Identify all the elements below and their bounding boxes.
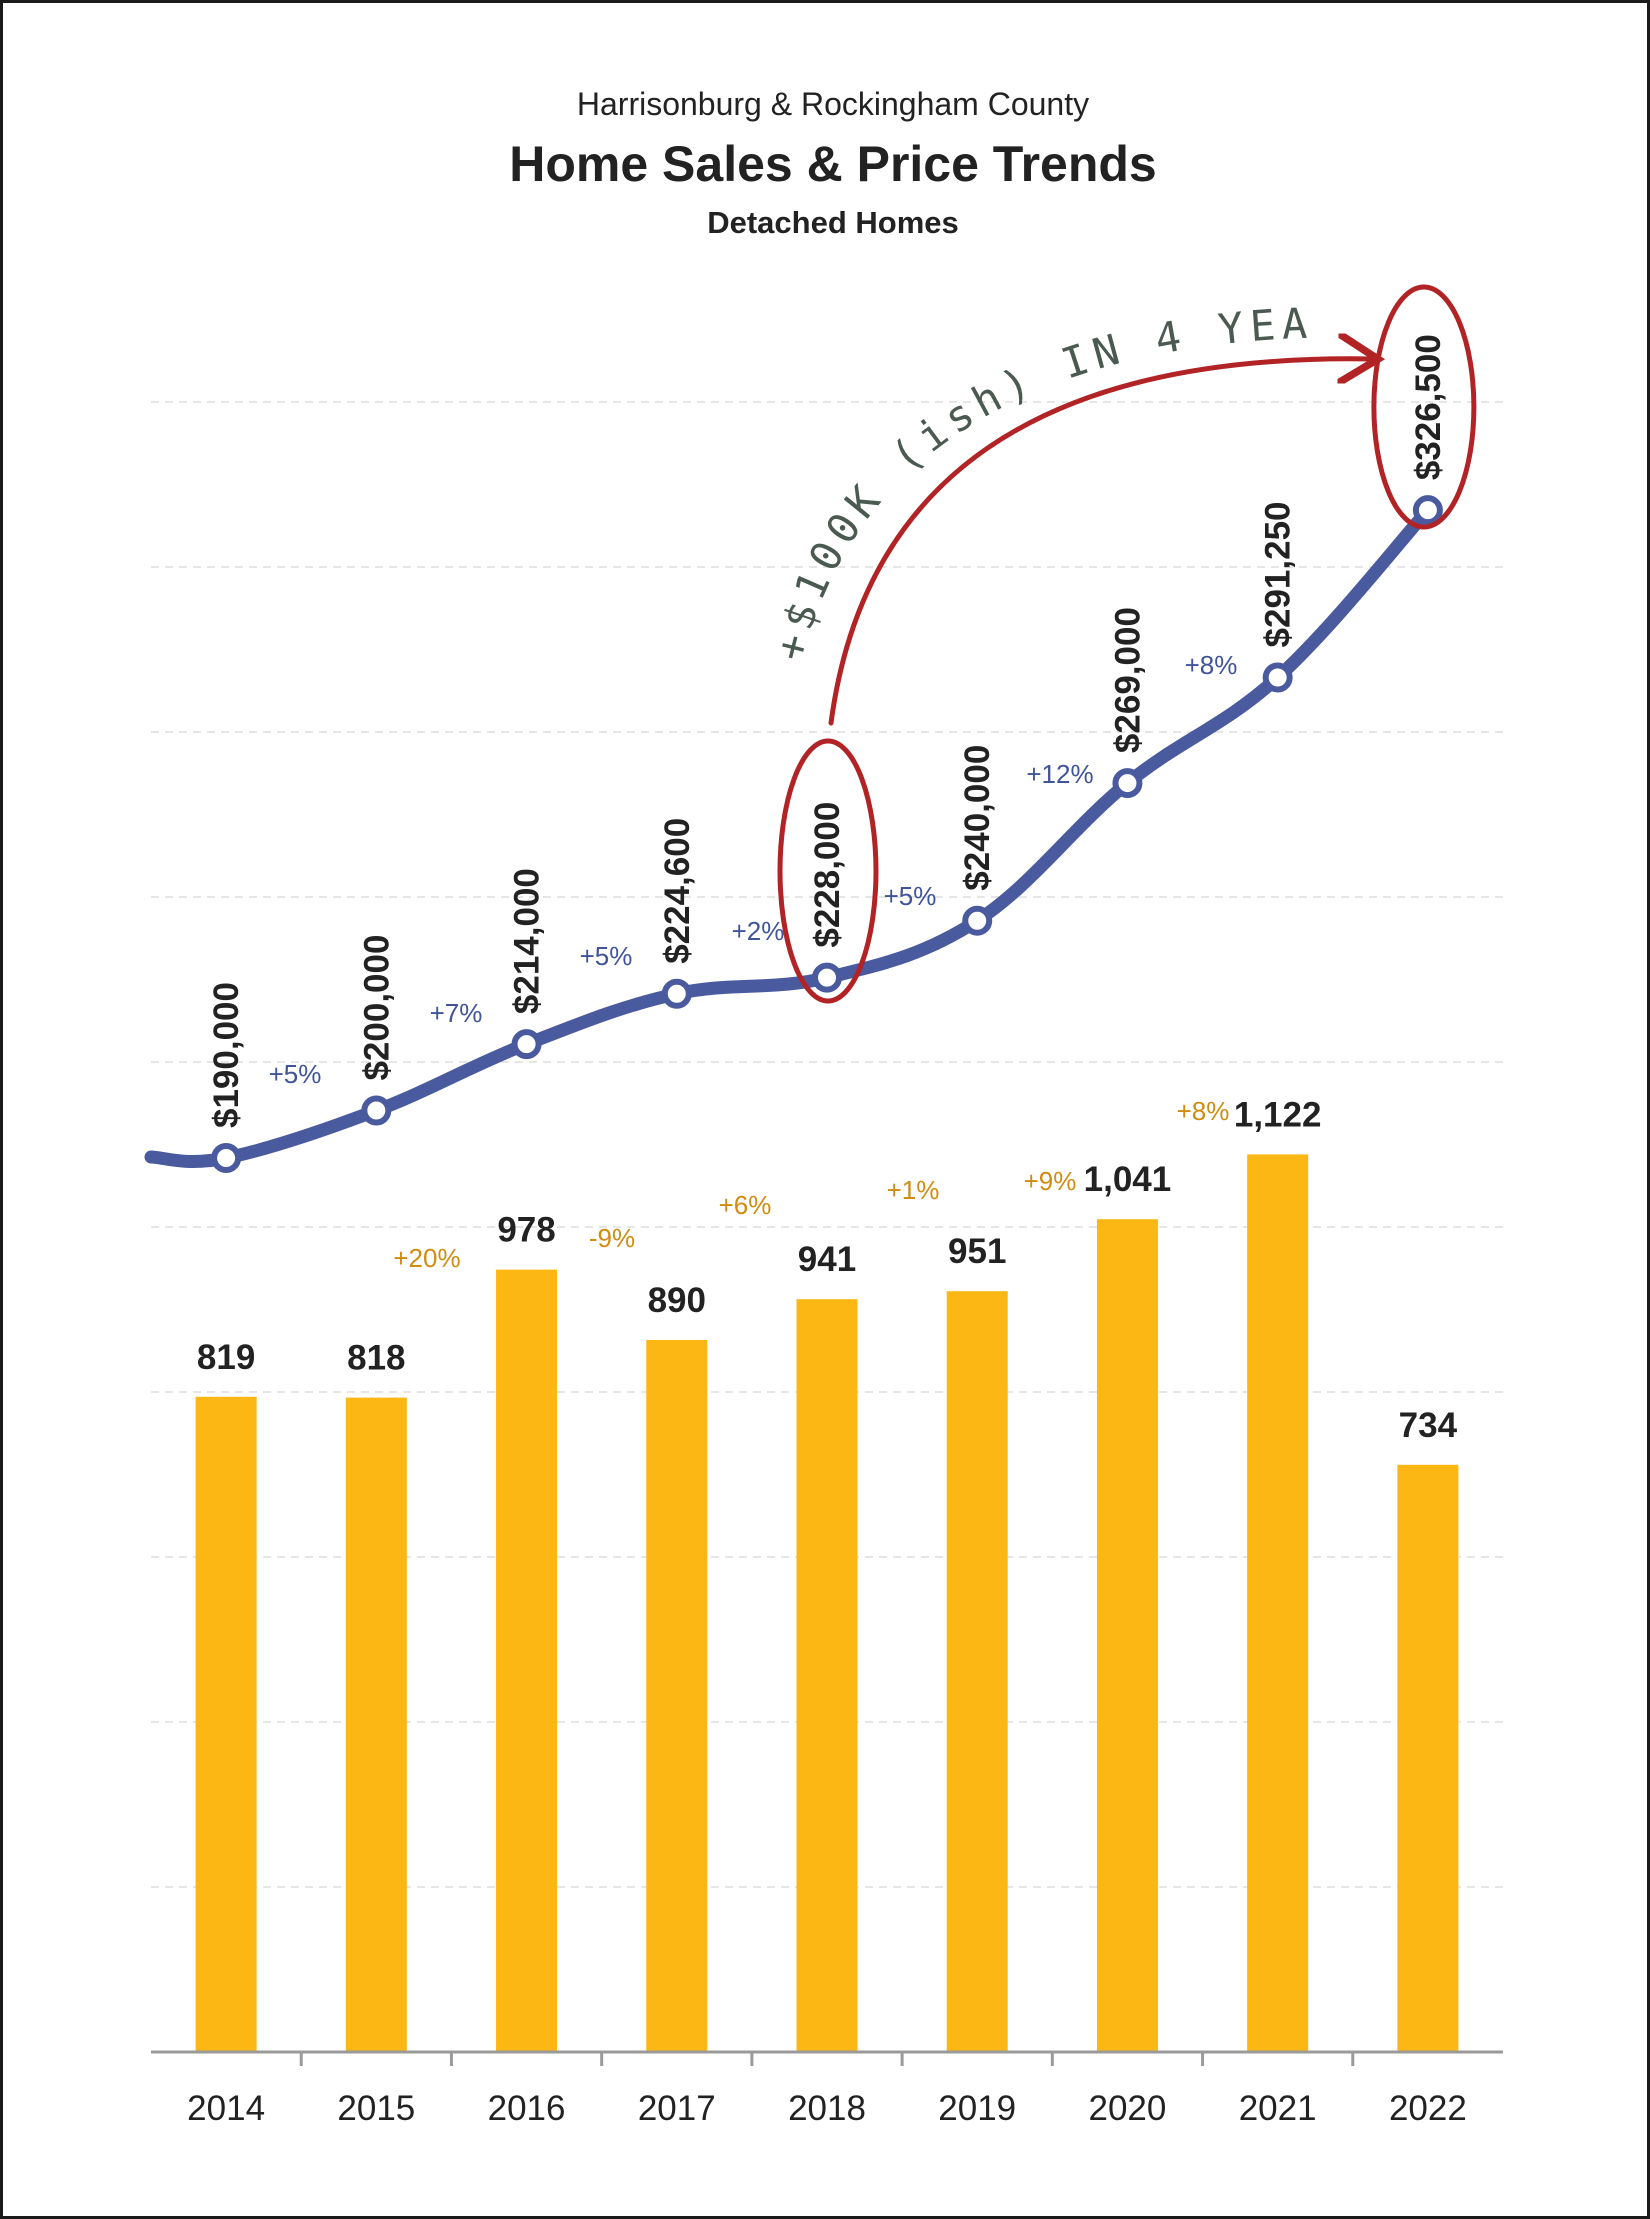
bar-change-label: +8%: [1177, 1096, 1230, 1126]
bar-value-label-2018: 941: [798, 1240, 856, 1279]
price-point-2022: [1412, 495, 1443, 526]
price-point-2021: [1262, 662, 1293, 693]
bar-series: [195, 1154, 1459, 2052]
price-point-2016: [511, 1029, 542, 1060]
x-tick-label-2014: 2014: [187, 2089, 265, 2128]
price-value-label-2015: $200,000: [357, 935, 396, 1081]
bar-2018: [796, 1299, 858, 2052]
price-change-label: +5%: [269, 1059, 322, 1089]
bar-2014: [195, 1396, 257, 2052]
bar-value-label-2020: 1,041: [1084, 1160, 1172, 1199]
bar-value-label-2019: 951: [948, 1232, 1006, 1271]
chart-subtitle-2: Detached Homes: [707, 205, 959, 240]
price-change-label: +2%: [732, 916, 785, 946]
price-change-label: +5%: [884, 881, 937, 911]
price-value-label-2017: $224,600: [658, 818, 697, 964]
price-value-label-2021: $291,250: [1259, 501, 1298, 647]
bar-change-label: -9%: [589, 1223, 635, 1253]
x-tick-label-2020: 2020: [1089, 2089, 1167, 2128]
price-point-2017: [661, 978, 692, 1009]
price-point-2015: [361, 1095, 392, 1126]
bar-change-label: +9%: [1024, 1166, 1077, 1196]
price-value-label-2018: $228,000: [808, 802, 847, 948]
price-value-label-2016: $214,000: [508, 868, 547, 1014]
bar-2022: [1397, 1464, 1459, 2052]
price-point-2014: [211, 1143, 242, 1173]
price-point-2018: [812, 962, 842, 993]
bar-2019: [946, 1291, 1008, 2052]
price-value-label-2022: $326,500: [1409, 334, 1448, 480]
bar-2020: [1096, 1219, 1158, 2052]
bar-2017: [646, 1340, 708, 2052]
price-change-label: +8%: [1185, 650, 1238, 680]
bar-value-label-2016: 978: [497, 1211, 555, 1250]
bar-value-label-2015: 818: [347, 1339, 405, 1378]
x-tick-label-2015: 2015: [337, 2089, 415, 2128]
price-line-series: [144, 495, 1443, 1173]
x-tick-label-2017: 2017: [638, 2089, 716, 2128]
bar-value-label-2021: 1,122: [1234, 1095, 1322, 1134]
price-value-label-2014: $190,000: [207, 982, 246, 1128]
highlight-ellipse-2022: [1371, 284, 1477, 530]
price-value-label-2019: $240,000: [958, 745, 997, 891]
chart-subtitle: Harrisonburg & Rockingham County: [577, 86, 1089, 122]
bar-value-label-2017: 890: [648, 1281, 706, 1320]
bar-value-label-2022: 734: [1399, 1406, 1458, 1445]
chart: Harrisonburg & Rockingham County Home Sa…: [3, 3, 1503, 2128]
price-line: [144, 503, 1435, 1169]
bar-value-label-2014: 819: [197, 1338, 255, 1377]
data-labels: 819 818 978 890 941 951 1,041 1,122 734 +20% -9% +6…: [197, 334, 1458, 1445]
x-tick-label-2016: 2016: [488, 2089, 566, 2128]
highlight-ellipse-2018: [777, 738, 879, 1004]
x-tick-label-2021: 2021: [1239, 2089, 1317, 2128]
bar-2015: [345, 1397, 407, 2052]
price-change-label: +5%: [580, 941, 633, 971]
bar-2021: [1247, 1154, 1309, 2052]
price-point-2019: [962, 905, 993, 936]
x-tick-label-2018: 2018: [788, 2089, 866, 2128]
x-tick-label-2019: 2019: [938, 2089, 1016, 2128]
bar-2016: [496, 1269, 558, 2052]
price-point-2020: [1112, 768, 1143, 799]
bar-change-label: +1%: [887, 1175, 940, 1205]
x-axis: 2014 2015 2016 2017 2018 2019 2020 2021 2022: [151, 2050, 1503, 2128]
chart-title: Home Sales & Price Trends: [509, 136, 1157, 192]
bar-change-label: +20%: [393, 1243, 460, 1273]
price-change-label: +7%: [430, 998, 483, 1028]
annotation-arrow: [828, 359, 1373, 726]
bar-change-label: +6%: [719, 1190, 772, 1220]
x-tick-label-2022: 2022: [1389, 2089, 1467, 2128]
price-value-label-2020: $269,000: [1108, 607, 1147, 753]
price-change-label: +12%: [1026, 759, 1093, 789]
